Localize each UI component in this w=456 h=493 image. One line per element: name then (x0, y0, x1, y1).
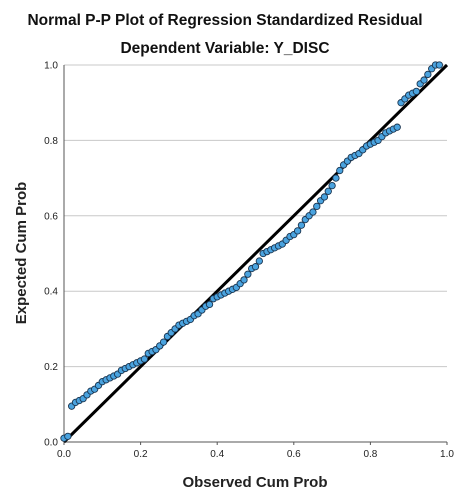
data-point (159, 338, 168, 346)
data-point (324, 187, 332, 195)
data-point (240, 276, 248, 284)
data-point (420, 76, 428, 84)
y-tick-label: 0.6 (44, 211, 58, 222)
data-point (332, 174, 340, 182)
reference-line-group (62, 63, 449, 444)
reference-line (62, 63, 449, 444)
x-tick-label: 0.2 (134, 449, 148, 460)
data-point (328, 181, 336, 190)
chart-subtitle: Dependent Variable: Y_DISC (120, 40, 329, 57)
data-point (293, 227, 302, 235)
x-tick-label: 0.4 (210, 449, 224, 460)
data-point (309, 208, 317, 216)
data-point (140, 355, 149, 363)
data-point (205, 300, 214, 309)
data-point (244, 270, 252, 278)
data-point (64, 432, 72, 440)
data-point (255, 257, 263, 265)
data-point (412, 87, 421, 96)
chart-title: Normal P-P Plot of Regression Standardiz… (27, 12, 422, 29)
x-tick-label: 0.8 (363, 449, 377, 460)
data-point (320, 193, 329, 201)
data-point (313, 202, 321, 211)
x-axis-title: Observed Cum Prob (182, 474, 327, 491)
x-tick-label: 1.0 (440, 449, 454, 460)
y-tick-label: 0.2 (44, 362, 58, 373)
data-point (435, 61, 443, 69)
data-point (251, 263, 260, 271)
y-tick-label: 0.8 (44, 136, 58, 147)
data-point (336, 166, 344, 175)
y-tick-labels: 0.0 0.2 0.4 0.6 0.8 1.0 (44, 61, 58, 449)
y-tick-label: 1.0 (44, 61, 58, 72)
data-point (297, 221, 306, 229)
x-tick-label: 0.0 (57, 449, 71, 460)
y-tick-label: 0.0 (44, 438, 58, 449)
x-tick-label: 0.6 (287, 449, 301, 460)
data-points (60, 61, 443, 442)
y-tick-label: 0.4 (44, 287, 58, 298)
axes (63, 65, 447, 443)
x-tick-labels: 0.0 0.2 0.4 0.6 0.8 1.0 (57, 442, 454, 460)
data-point (393, 123, 401, 131)
y-axis-title: Expected Cum Prob (13, 182, 30, 325)
data-point (424, 70, 432, 79)
